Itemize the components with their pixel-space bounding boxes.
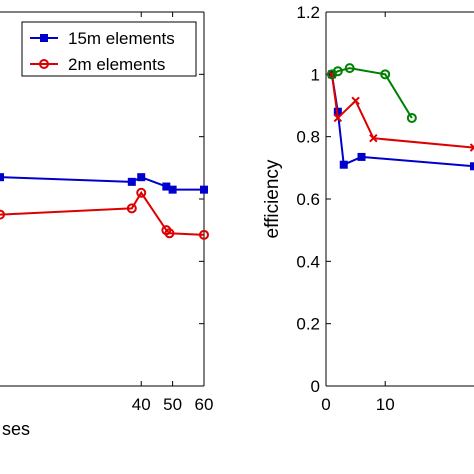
data-point-1-4 bbox=[164, 228, 175, 239]
series-line-0 bbox=[0, 176, 204, 191]
data-point-0-2 bbox=[339, 160, 348, 169]
y-tick-label: 0.2 bbox=[296, 315, 320, 334]
data-point-2-4 bbox=[406, 112, 417, 123]
y-tick-label: 0.6 bbox=[296, 190, 320, 209]
plot-area bbox=[326, 63, 474, 171]
data-point-0-0 bbox=[0, 173, 4, 182]
data-point-1-2 bbox=[136, 187, 147, 198]
series-line-2 bbox=[331, 67, 413, 119]
data-point-0-1 bbox=[127, 177, 136, 186]
data-point-1-1 bbox=[333, 113, 343, 123]
y-tick-label: 0 bbox=[311, 377, 320, 396]
data-point-1-5 bbox=[199, 229, 209, 240]
data-point-2-2 bbox=[344, 63, 355, 74]
data-point-0-3 bbox=[357, 152, 366, 161]
data-point-1-0 bbox=[0, 209, 5, 220]
data-point-0-4 bbox=[470, 162, 474, 171]
x-tick-label: 60 bbox=[195, 395, 214, 414]
data-point-1-1 bbox=[126, 203, 137, 214]
data-point-0-2 bbox=[137, 173, 146, 182]
legend-swatch-marker bbox=[40, 34, 48, 42]
series-line-0 bbox=[330, 74, 474, 168]
x-tick-label: 40 bbox=[132, 395, 151, 414]
x-tick-label: 50 bbox=[163, 395, 182, 414]
x-tick-label: 0 bbox=[321, 395, 330, 414]
legend-label: 2m elements bbox=[68, 55, 165, 74]
y-tick-label: 1 bbox=[311, 65, 320, 84]
data-point-0-5 bbox=[200, 185, 208, 194]
y-tick-label: 1.2 bbox=[296, 3, 320, 22]
data-point-2-3 bbox=[380, 69, 391, 80]
data-point-1-2 bbox=[351, 96, 360, 106]
legend-label: 15m elements bbox=[68, 29, 175, 48]
series-line-1 bbox=[0, 190, 205, 236]
plot-area bbox=[0, 173, 209, 240]
legend bbox=[21, 21, 197, 77]
y-tick-label: 0.8 bbox=[296, 128, 320, 147]
x-tick-label: 10 bbox=[376, 395, 395, 414]
y-axis-label: efficiency bbox=[262, 159, 283, 238]
data-point-0-4 bbox=[168, 185, 177, 194]
y-tick-label: 0.4 bbox=[296, 252, 320, 271]
left-chart: 40 50 60 ses 15m elements 2m elements bbox=[0, 11, 214, 439]
right-chart: 0 10 0 0.2 0.4 0.6 0.8 1 1.2 efficiency bbox=[262, 3, 474, 414]
legend-swatch-marker bbox=[39, 59, 49, 69]
data-point-1-3 bbox=[369, 134, 378, 143]
series-line-1 bbox=[330, 74, 474, 149]
data-point-1-4 bbox=[469, 143, 474, 152]
data-point-2-1 bbox=[332, 66, 343, 77]
x-axis-label: ses bbox=[2, 419, 30, 439]
